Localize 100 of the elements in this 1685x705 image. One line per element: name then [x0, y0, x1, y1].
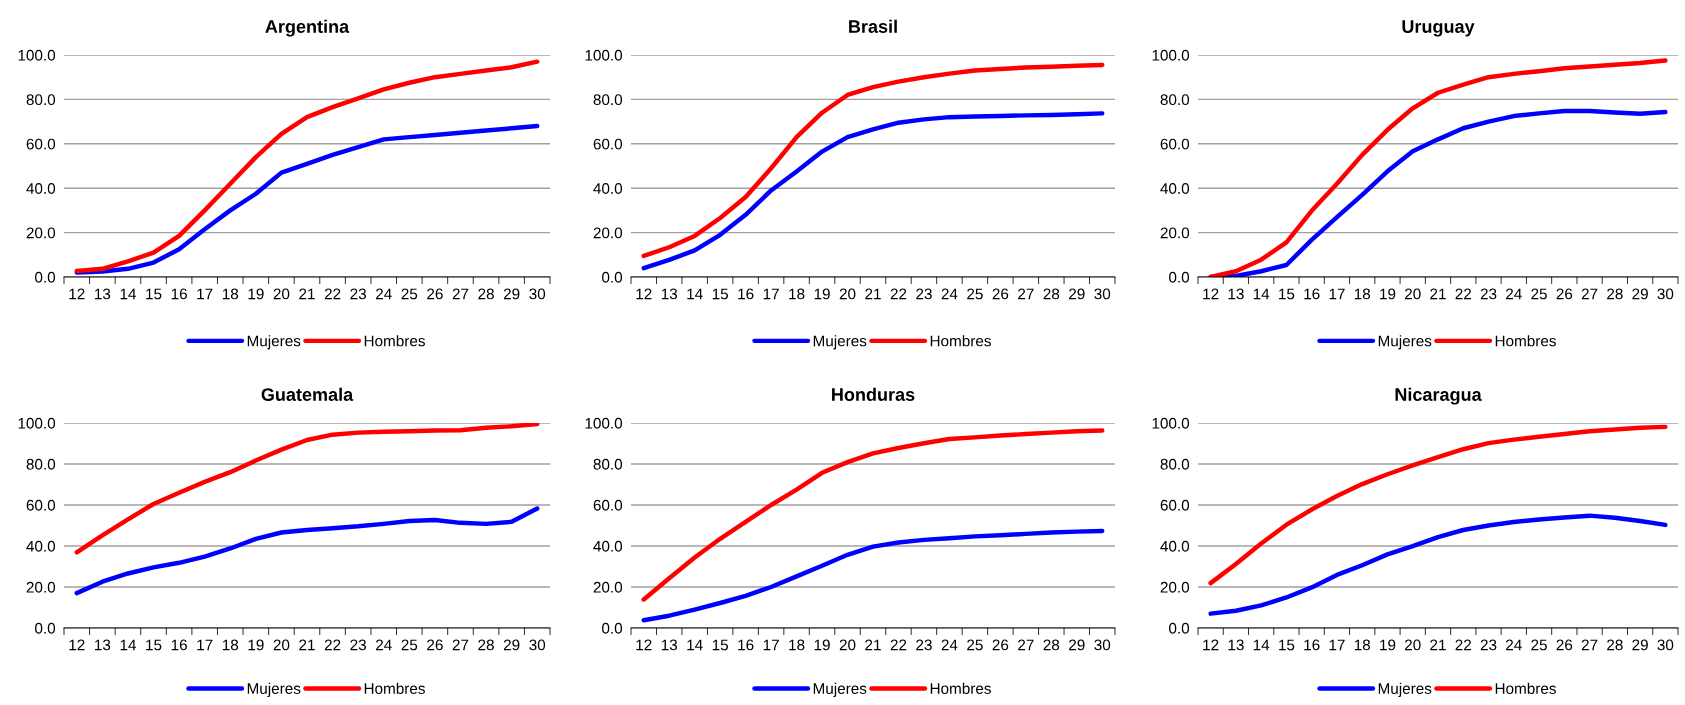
- x-tick-label: 29: [503, 288, 520, 300]
- y-tick-label: 0.0: [602, 622, 623, 634]
- x-tick-label: 12: [636, 288, 652, 300]
- x-tick-label: 21: [865, 639, 881, 651]
- x-tick-label: 15: [1279, 288, 1295, 300]
- line-series: [641, 528, 1105, 623]
- x-tick-label: 26: [992, 639, 1009, 651]
- x-tick-label: 20: [1405, 288, 1421, 300]
- x-tick-label: 21: [299, 288, 315, 300]
- x-tick-label: 29: [1069, 639, 1085, 651]
- y-tick-label: 60.0: [593, 138, 623, 150]
- legend-label: Hombres: [1495, 335, 1556, 347]
- chart-title: Honduras: [832, 387, 915, 401]
- legend-label: Hombres: [364, 335, 425, 347]
- x-tick-label: 27: [452, 639, 469, 651]
- x-tick-label: 16: [171, 288, 187, 300]
- y-tick-label: 100.0: [18, 49, 56, 61]
- x-tick-label: 25: [1531, 288, 1547, 300]
- legend-label: Mujeres: [813, 682, 867, 697]
- y-tick-label: 0.0: [35, 271, 56, 283]
- x-tick-label: 22: [324, 639, 341, 651]
- x-tick-label: 16: [738, 288, 754, 300]
- x-tick-label: 14: [687, 639, 703, 651]
- x-tick-label: 21: [299, 639, 315, 651]
- x-tick-label: 23: [1480, 639, 1497, 651]
- x-tick-label: 29: [1069, 288, 1085, 300]
- x-tick-label: 18: [222, 639, 239, 651]
- x-tick-label: 18: [1354, 288, 1371, 300]
- x-tick-label: 13: [1228, 639, 1244, 651]
- x-tick-label: 23: [350, 639, 366, 651]
- y-tick-label: 20.0: [26, 227, 56, 239]
- x-tick-label: 18: [789, 639, 805, 651]
- x-tick-label: 17: [763, 639, 779, 651]
- y-tick-label: 40.0: [26, 183, 56, 194]
- x-tick-label: 15: [146, 639, 162, 651]
- line-series: [641, 62, 1105, 259]
- y-tick-label: 40.0: [593, 540, 623, 552]
- chart-title: Uruguay: [1402, 20, 1475, 37]
- x-tick-label: 27: [1018, 639, 1034, 651]
- x-tick-label: 28: [1607, 288, 1623, 300]
- line-series: [74, 423, 540, 555]
- x-tick-label: 26: [1556, 288, 1573, 300]
- legend-label: Mujeres: [1378, 682, 1432, 697]
- y-tick-label: 80.0: [26, 458, 56, 470]
- x-tick-label: 16: [1304, 639, 1320, 651]
- x-tick-label: 16: [738, 639, 754, 651]
- legend-label: Hombres: [930, 335, 991, 347]
- legend-label: Mujeres: [247, 682, 301, 697]
- y-tick-label: 80.0: [593, 94, 623, 106]
- line-series: [1208, 58, 1668, 277]
- legend-label: Hombres: [1495, 682, 1556, 694]
- x-tick-label: 17: [197, 639, 213, 651]
- x-tick-label: 30: [1657, 288, 1674, 300]
- x-tick-label: 27: [452, 288, 469, 300]
- y-tick-label: 40.0: [1160, 183, 1190, 194]
- x-tick-label: 14: [687, 288, 703, 300]
- x-tick-label: 24: [1506, 639, 1522, 651]
- x-tick-label: 28: [1043, 639, 1060, 651]
- x-tick-label: 27: [1018, 288, 1034, 300]
- chart-title: Brasil: [849, 19, 897, 33]
- y-tick-label: 100.0: [18, 417, 56, 429]
- x-tick-label: 14: [1253, 639, 1270, 651]
- legend-label: Hombres: [364, 682, 425, 694]
- x-tick-label: 18: [789, 288, 805, 300]
- x-tick-label: 23: [350, 288, 366, 300]
- x-tick-label: 30: [1094, 288, 1111, 300]
- x-tick-label: 25: [401, 288, 418, 300]
- x-tick-label: 22: [1455, 288, 1471, 300]
- x-tick-label: 22: [890, 288, 907, 300]
- x-tick-label: 24: [376, 288, 392, 300]
- y-tick-label: 100.0: [585, 49, 623, 61]
- x-tick-label: 26: [992, 288, 1009, 300]
- y-tick-label: 20.0: [1160, 581, 1190, 593]
- x-tick-label: 29: [1632, 639, 1648, 651]
- x-tick-label: 26: [427, 288, 443, 300]
- x-tick-label: 13: [661, 639, 678, 651]
- x-tick-label: 20: [1405, 639, 1421, 651]
- y-tick-label: 40.0: [26, 540, 56, 552]
- x-tick-label: 17: [763, 288, 779, 300]
- x-tick-label: 27: [1581, 288, 1598, 300]
- x-tick-label: 19: [814, 639, 830, 651]
- y-tick-label: 0.0: [1169, 622, 1190, 634]
- x-tick-label: 28: [1043, 288, 1060, 300]
- y-tick-label: 80.0: [26, 94, 56, 106]
- y-tick-label: 80.0: [1160, 94, 1190, 106]
- x-tick-label: 20: [273, 288, 290, 300]
- x-tick-label: 29: [503, 639, 520, 651]
- x-tick-label: 12: [1203, 639, 1219, 651]
- y-tick-label: 20.0: [593, 581, 623, 593]
- x-tick-label: 20: [839, 288, 856, 300]
- x-tick-label: 16: [171, 639, 187, 651]
- y-tick-label: 60.0: [26, 138, 56, 150]
- x-tick-label: 26: [1556, 639, 1573, 651]
- x-tick-label: 19: [248, 288, 264, 300]
- y-tick-label: 20.0: [593, 227, 623, 239]
- x-tick-label: 21: [1430, 288, 1446, 300]
- x-tick-label: 15: [146, 288, 162, 300]
- x-tick-label: 15: [712, 639, 729, 651]
- x-tick-label: 19: [814, 288, 830, 300]
- x-tick-label: 19: [1380, 288, 1396, 300]
